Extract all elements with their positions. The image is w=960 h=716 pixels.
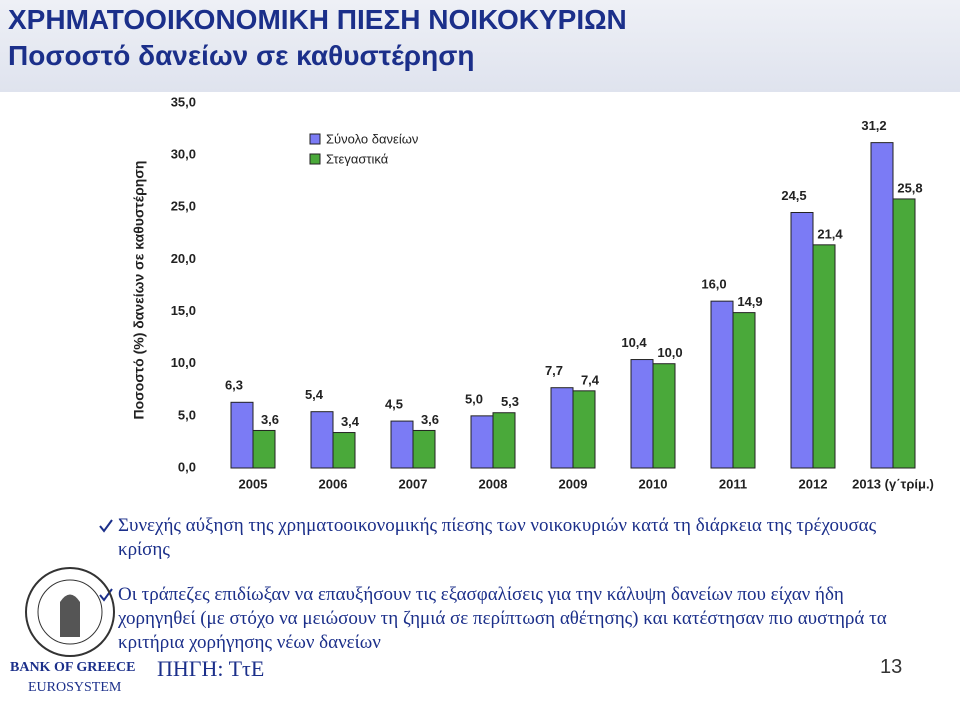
bank-name: BANK OF GREECE (10, 660, 136, 675)
value-label: 24,5 (781, 188, 806, 203)
x-tick-label: 2011 (719, 476, 747, 491)
bar (790, 212, 814, 469)
value-label: 5,4 (305, 387, 324, 402)
source: ΠΗΓΗ: ΤτΕ (157, 656, 265, 681)
bullet-text: Συνεχής αύξηση της χρηματοοικονομικής πί… (118, 515, 877, 560)
y-tick-label: 35,0 (171, 94, 196, 109)
value-label: 16,0 (701, 277, 726, 292)
legend-label: Στεγαστικά (326, 151, 389, 166)
x-tick-label: 2007 (399, 476, 428, 491)
value-label: 7,4 (581, 372, 600, 387)
value-label: 25,8 (897, 180, 922, 195)
bar (310, 411, 334, 469)
bar (870, 142, 894, 469)
bar (412, 429, 436, 469)
bar (252, 429, 276, 469)
page-number: 13 (880, 656, 903, 678)
logo (25, 567, 115, 657)
bar (732, 312, 756, 469)
legend-label: Σύνολο δανείων (326, 131, 418, 146)
y-tick-label: 10,0 (171, 355, 196, 370)
value-label: 31,2 (861, 118, 886, 133)
x-tick-label: 2012 (799, 476, 828, 491)
bar (812, 244, 836, 469)
header (0, 0, 960, 92)
x-tick-label: 2006 (319, 476, 348, 491)
y-tick-label: 15,0 (171, 303, 196, 318)
y-axis-label: Ποσοστό (%) δανείων σε καθυστέρηση (131, 161, 147, 420)
x-tick-label: 2010 (639, 476, 668, 491)
legend-swatch (309, 133, 321, 145)
bullet: Οι τράπεζες επιδίωξαν να επαυξήσουν τις … (99, 583, 918, 655)
bar (470, 415, 494, 469)
bar (572, 390, 596, 469)
check (99, 519, 113, 533)
bar (630, 359, 654, 469)
bar (332, 432, 356, 469)
y-tick-label: 0,0 (178, 459, 196, 474)
bar (652, 363, 676, 469)
value-label: 4,5 (385, 397, 403, 412)
y-tick-label: 20,0 (171, 251, 196, 266)
value-label: 7,7 (545, 363, 563, 378)
bar (390, 420, 414, 469)
value-label: 10,0 (657, 345, 682, 360)
chart: Ποσοστό (%) δανείων σε καθυστέρηση 0,0 5,… (131, 94, 934, 491)
value-label: 3,4 (341, 414, 360, 429)
value-label: 5,3 (501, 394, 519, 409)
bar (550, 387, 574, 469)
subtitle: Ποσοστό δανείων σε καθυστέρηση (8, 40, 475, 71)
value-label: 5,0 (465, 391, 483, 406)
x-tick-label: 2009 (559, 476, 588, 491)
y-tick-label: 5,0 (178, 407, 196, 422)
bar (492, 412, 516, 469)
legend-swatch (309, 153, 321, 165)
value-label: 3,6 (261, 412, 279, 427)
y-tick-label: 30,0 (171, 147, 196, 162)
bullet-text: Οι τράπεζες επιδίωξαν να επαυξήσουν τις … (118, 584, 887, 653)
x-tick-label: 2005 (239, 476, 268, 491)
x-tick-label: 2013 (γ΄τρίμ.) (852, 476, 934, 491)
x-tick-label: 2008 (479, 476, 508, 491)
bar (892, 198, 916, 469)
bar (230, 401, 254, 469)
bullet: Συνεχής αύξηση της χρηματοοικονομικής πί… (99, 514, 918, 562)
value-label: 6,3 (225, 378, 243, 393)
eurosystem: EUROSYSTEM (28, 680, 122, 695)
value-label: 10,4 (621, 335, 647, 350)
title: ΧΡΗΜΑΤΟΟΙΚΟΝΟΜΙΚΗ ΠΙΕΣΗ ΝΟΙΚΟΚΥΡΙΩΝ (8, 4, 627, 35)
value-label: 3,6 (421, 412, 439, 427)
value-label: 21,4 (817, 226, 843, 241)
y-tick-label: 25,0 (171, 199, 196, 214)
value-label: 14,9 (737, 294, 762, 309)
bar (710, 300, 734, 469)
